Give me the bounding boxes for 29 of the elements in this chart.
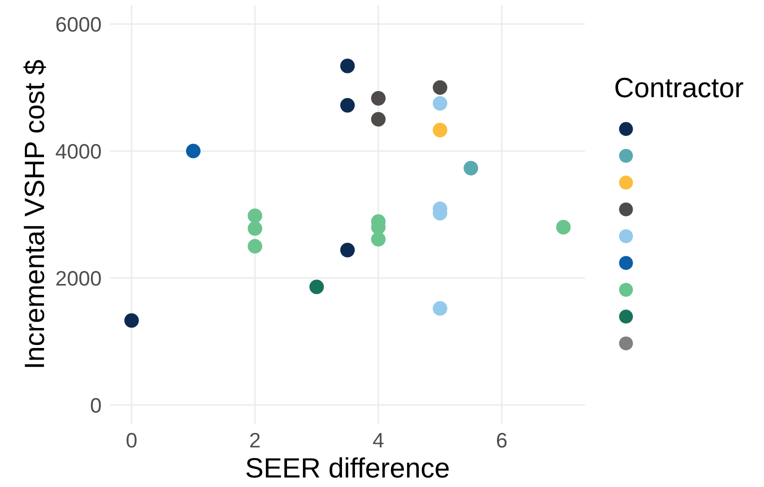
- point: [248, 208, 262, 224]
- point: [186, 144, 201, 158]
- x-tick-label: 2: [250, 432, 260, 448]
- point: [340, 58, 355, 74]
- point: [309, 280, 324, 294]
- point: [432, 301, 448, 316]
- y-tick-label: 4000: [56, 144, 101, 159]
- legend-title: Contractor: [615, 78, 744, 98]
- y-tick-label: 6000: [56, 17, 101, 32]
- x-tick-label: 6: [496, 432, 507, 448]
- y-axis-title: Incremental VSHP cost $: [23, 60, 46, 367]
- y-tick-label: 0: [90, 398, 101, 413]
- point: [371, 232, 386, 247]
- point: [340, 242, 355, 258]
- point: [432, 96, 448, 111]
- x-axis-title: SEER difference: [246, 457, 449, 478]
- point: [371, 91, 386, 106]
- point: [432, 122, 448, 138]
- y-tick-label: 2000: [56, 270, 101, 286]
- point: [248, 221, 262, 236]
- point: [432, 80, 448, 95]
- x-tick-label: 4: [373, 433, 384, 448]
- point: [464, 160, 478, 176]
- x-tick-label: 0: [126, 432, 137, 448]
- point: [124, 313, 139, 328]
- point: [371, 112, 386, 127]
- point: [248, 238, 262, 254]
- point: [556, 220, 571, 234]
- point: [340, 98, 355, 113]
